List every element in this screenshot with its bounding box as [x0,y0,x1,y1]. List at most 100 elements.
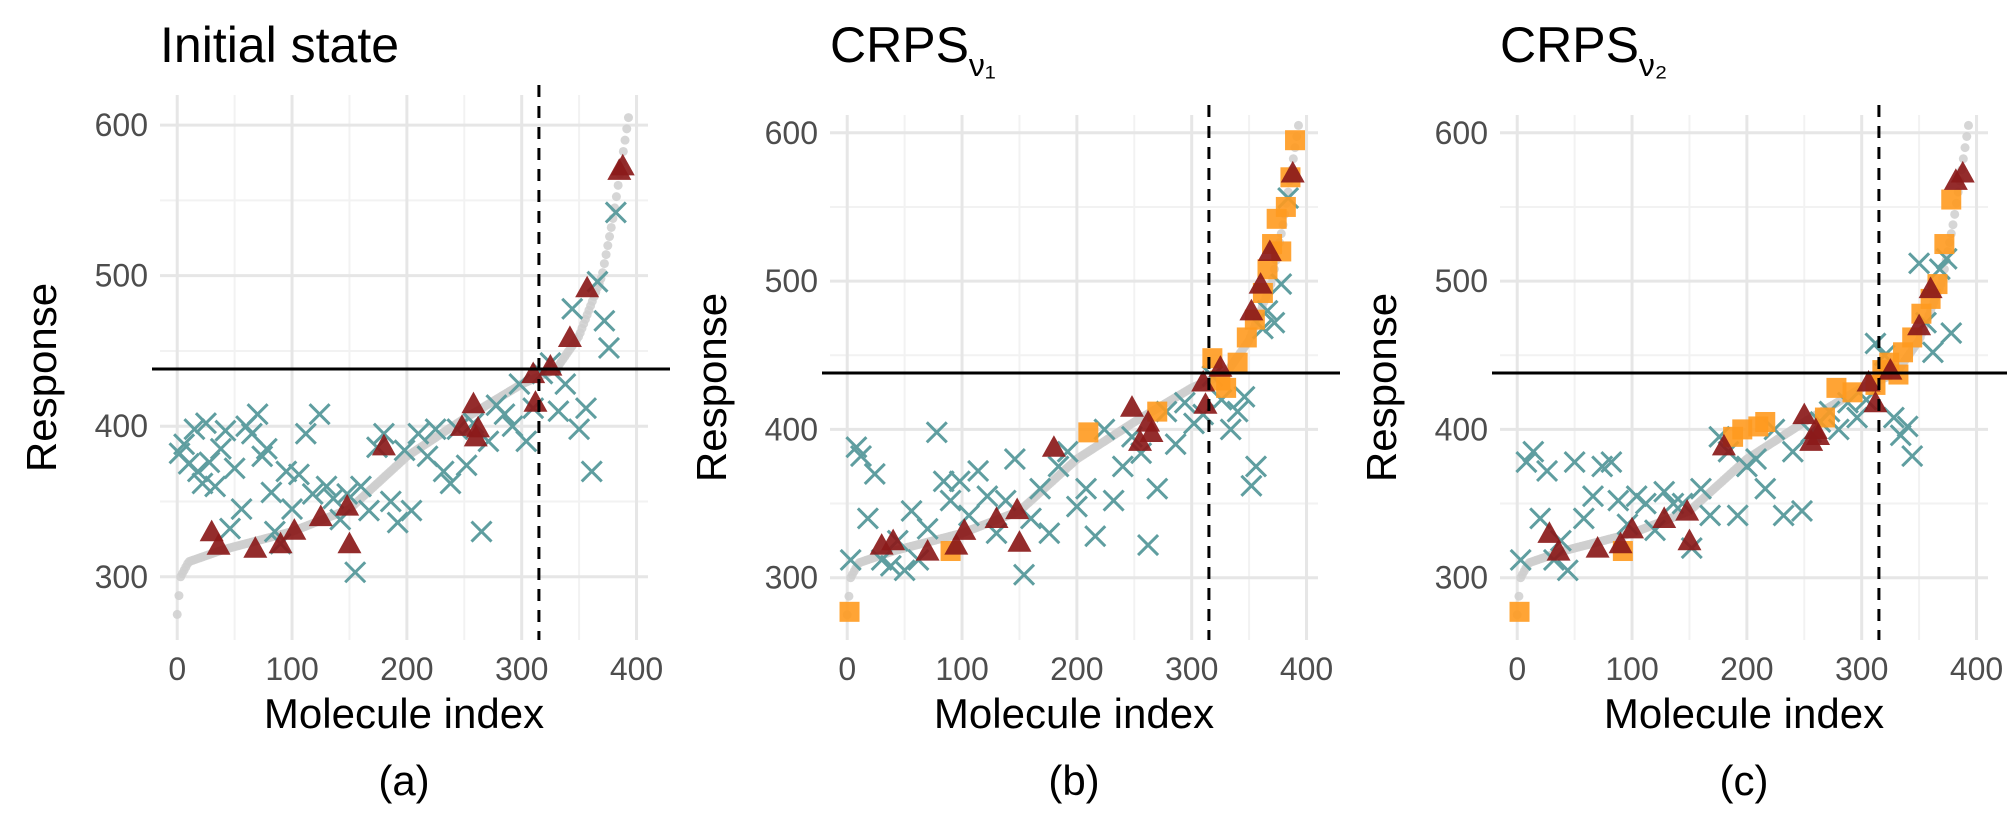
cross-point [561,297,584,320]
cross-point [194,412,217,435]
triangle-point [1208,355,1233,377]
triangle-point [1139,420,1164,442]
cross-point [1921,341,1944,364]
panel-2: 0 100 200 300 400 300 400 500 600 Molecule index R… [688,17,1340,804]
triangle-point [1907,313,1932,336]
y-tick-label: 300 [765,560,818,596]
cross-point [1509,548,1532,571]
triangle-point [1193,392,1218,414]
cross-point [604,201,627,224]
cross-point [400,499,423,522]
cross-point [308,403,331,426]
triangle-point [1711,433,1736,456]
x-tick-label: 300 [495,651,548,687]
cross-point [275,460,298,483]
square-point [1147,401,1168,422]
y-tick-label: 400 [1435,411,1488,447]
cross-point [1102,489,1125,512]
x-tick-label: 200 [1050,651,1103,687]
triangle-point [944,533,969,555]
triangle-point [1950,160,1975,183]
triangle-point [523,390,548,412]
background-point [622,124,632,134]
cross-point [1563,450,1586,474]
cross-point [1003,448,1026,471]
cross-point [439,472,462,495]
panel-caption: (c) [1720,757,1769,804]
background-point [172,609,182,619]
triangle-point [1248,272,1273,294]
cross-point [173,433,196,456]
cross-point [344,561,367,584]
triangle-point [371,433,396,456]
y-tick-label: 500 [1435,263,1488,299]
square-point [839,601,860,622]
cross-point [568,418,591,441]
cross-point [1029,477,1052,500]
triangle-point [610,153,635,176]
square-point [1934,234,1955,255]
cross-point [849,445,873,468]
triangle-point [1677,528,1702,551]
square-point [1509,601,1530,622]
triangle-point [1128,429,1153,451]
cross-point [1689,477,1713,500]
cross-point [1084,525,1107,548]
cross-point [1772,504,1795,527]
triangle-point [206,533,231,555]
y-tick-label: 300 [1435,560,1488,596]
cross-point [515,430,538,453]
x-tick-label: 100 [265,651,318,687]
cross-point [1882,406,1905,429]
triangle-point [308,504,333,527]
y-axis-label: Response [18,283,65,472]
cross-point [863,462,886,485]
cross-point [1056,440,1079,463]
cross-point [1901,445,1924,468]
cross-point [1653,480,1676,503]
cross-point [1065,495,1088,518]
triangle-point [1119,395,1144,417]
cross-point [1662,492,1685,515]
background-point [1948,220,1958,230]
cross-point [1896,415,1919,438]
cross-point [1781,440,1804,463]
cross-point [379,490,402,513]
background-point [1950,209,1960,219]
background-point [605,232,615,242]
cross-point [470,520,493,543]
x-axis-label: Molecule index [934,690,1214,737]
triangle-point [1041,435,1066,457]
cross-point [1940,321,1963,345]
background-point [613,180,623,190]
triangle-point [881,528,906,551]
cross-point [1600,450,1623,474]
x-tick-label: 0 [838,651,856,687]
cross-point [1074,477,1098,500]
panel-title: CRPSν₂ [1500,17,1667,83]
cross-point [554,373,577,396]
cross-point [301,482,324,506]
triangle-point [984,506,1009,528]
panel-caption: (a) [378,757,429,804]
background-point [1963,120,1973,130]
cross-point [230,497,253,521]
cross-point [393,439,416,462]
y-tick-label: 600 [1435,115,1488,151]
cross-point [1607,489,1630,512]
panel-title-subscript: ν₁ [969,47,996,83]
cross-point [1219,418,1242,441]
cross-point [280,497,304,521]
cross-point [967,459,990,482]
triangle-point [1546,539,1571,561]
cross-point [1111,455,1134,478]
triangle-point [521,361,546,384]
cross-point [976,485,999,508]
triangle-point [1239,298,1264,321]
cross-point [246,403,269,426]
cross-point [939,489,962,512]
triangle-point [335,494,360,516]
triangle-point [1280,160,1305,183]
triangle-point [557,325,582,347]
